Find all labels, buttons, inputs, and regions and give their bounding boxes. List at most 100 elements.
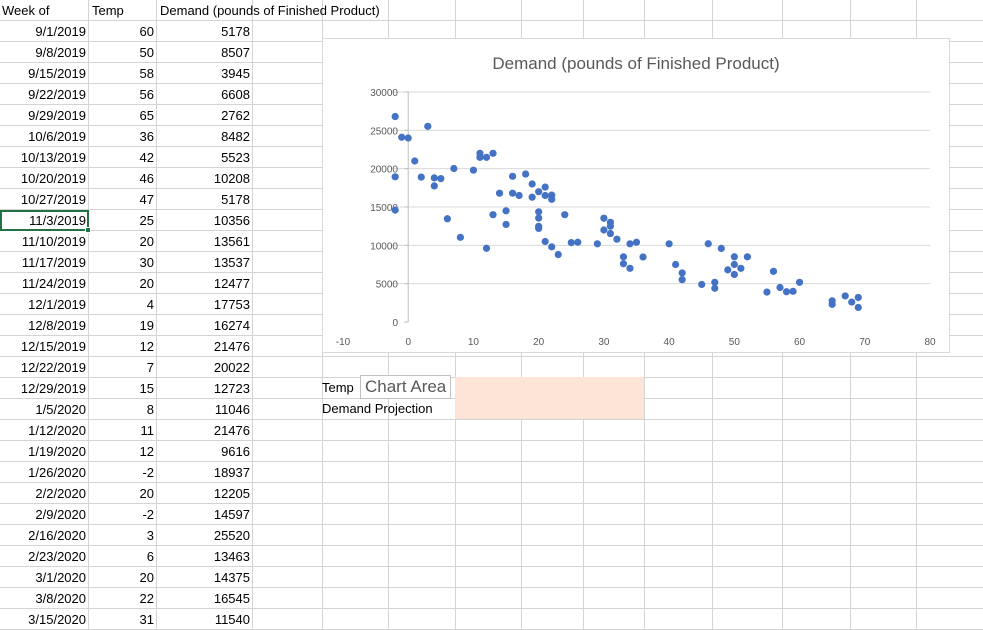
cell-demand[interactable]: 5178 <box>221 24 250 39</box>
fill-handle[interactable] <box>85 227 91 233</box>
cell-demand[interactable]: 3945 <box>221 66 250 81</box>
temp-input-cell[interactable] <box>455 377 644 398</box>
cell-demand[interactable]: 11540 <box>214 612 250 627</box>
cell-temp[interactable]: 20 <box>139 276 154 291</box>
cell-demand[interactable]: 8482 <box>221 129 250 144</box>
cell-demand[interactable]: 25520 <box>213 528 250 543</box>
cell-temp[interactable]: 12 <box>139 444 154 459</box>
cell-temp[interactable]: 31 <box>139 612 154 627</box>
cell-demand[interactable]: 21476 <box>213 339 250 354</box>
cell-temp[interactable]: 22 <box>139 591 154 606</box>
cell-temp[interactable]: 42 <box>139 150 154 165</box>
cell-demand[interactable]: 16274 <box>213 318 250 333</box>
cell-demand[interactable]: 13463 <box>213 549 250 564</box>
cell-week[interactable]: 10/20/2019 <box>20 171 86 186</box>
cell-week[interactable]: 3/8/2020 <box>35 591 86 606</box>
cell-demand[interactable]: 20022 <box>213 360 250 375</box>
cell-week[interactable]: 3/1/2020 <box>35 570 86 585</box>
cell-demand[interactable]: 16545 <box>213 591 250 606</box>
cell-temp[interactable]: 58 <box>139 66 154 81</box>
scatter-chart[interactable]: Demand (pounds of Finished Product) 0 5000… <box>322 38 950 353</box>
cell-week[interactable]: 11/17/2019 <box>21 255 86 270</box>
cell-week[interactable]: 9/15/2019 <box>28 66 86 81</box>
cell-week[interactable]: 11/3/2019 <box>29 213 86 228</box>
data-point <box>854 303 862 312</box>
cell-week[interactable]: 2/2/2020 <box>35 486 86 501</box>
cell-week[interactable]: 1/5/2020 <box>35 402 86 417</box>
cell-week[interactable]: 9/1/2019 <box>35 24 86 39</box>
cell-demand[interactable]: 9616 <box>221 444 250 459</box>
cell-temp[interactable]: 3 <box>146 528 154 543</box>
cell-week[interactable]: 12/15/2019 <box>20 339 86 354</box>
header-temp[interactable]: Temp <box>92 3 124 18</box>
cell-temp[interactable]: 25 <box>139 213 154 228</box>
demand-projection-cell[interactable] <box>455 398 644 419</box>
cell-week[interactable]: 1/12/2020 <box>28 423 86 438</box>
cell-week[interactable]: 3/15/2020 <box>28 612 86 627</box>
cell-temp[interactable]: -2 <box>142 465 154 480</box>
cell-temp[interactable]: 46 <box>139 171 154 186</box>
cell-week[interactable]: 1/26/2020 <box>28 465 86 480</box>
cell-temp[interactable]: 60 <box>139 24 154 39</box>
cell-temp[interactable]: 15 <box>139 381 154 396</box>
demand-projection-label[interactable]: Demand Projection <box>322 401 433 416</box>
cell-week[interactable]: 12/8/2019 <box>28 318 86 333</box>
cell-temp[interactable]: 6 <box>146 549 154 564</box>
header-demand[interactable]: Demand (pounds of Finished Product) <box>160 3 380 18</box>
cell-demand[interactable]: 13537 <box>213 255 250 270</box>
cell-temp[interactable]: 7 <box>146 360 154 375</box>
cell-temp[interactable]: 20 <box>139 234 154 249</box>
cell-demand[interactable]: 10356 <box>213 213 250 228</box>
cell-demand[interactable]: 21476 <box>213 423 250 438</box>
cell-week[interactable]: 10/6/2019 <box>28 129 86 144</box>
cell-demand[interactable]: 17753 <box>213 297 250 312</box>
cell-temp[interactable]: 20 <box>139 570 154 585</box>
cell-temp[interactable]: 11 <box>140 423 155 438</box>
cell-demand[interactable]: 18937 <box>213 465 250 480</box>
cell-temp[interactable]: 50 <box>139 45 154 60</box>
cell-demand[interactable]: 5523 <box>221 150 250 165</box>
header-week-of[interactable]: Week of <box>2 3 50 18</box>
cell-week[interactable]: 10/27/2019 <box>20 192 86 207</box>
row-gridline <box>0 419 983 420</box>
cell-temp[interactable]: 30 <box>139 255 154 270</box>
cell-temp[interactable]: -2 <box>142 507 154 522</box>
cell-temp[interactable]: 4 <box>146 297 154 312</box>
cell-demand[interactable]: 10208 <box>213 171 250 186</box>
cell-temp[interactable]: 36 <box>139 129 154 144</box>
cell-demand[interactable]: 2762 <box>221 108 250 123</box>
cell-week[interactable]: 9/8/2019 <box>35 45 86 60</box>
cell-demand[interactable]: 8507 <box>221 45 250 60</box>
cell-temp[interactable]: 65 <box>139 108 154 123</box>
cell-week[interactable]: 10/13/2019 <box>20 150 86 165</box>
cell-week[interactable]: 11/10/2019 <box>21 234 86 249</box>
temp-label[interactable]: Temp <box>322 380 354 395</box>
cell-temp[interactable]: 19 <box>139 318 154 333</box>
cell-temp[interactable]: 12 <box>139 339 154 354</box>
cell-demand[interactable]: 6608 <box>221 87 250 102</box>
cell-temp[interactable]: 20 <box>139 486 154 501</box>
cell-demand[interactable]: 12477 <box>213 276 250 291</box>
cell-week[interactable]: 12/29/2019 <box>20 381 86 396</box>
selected-cell[interactable] <box>0 210 89 231</box>
cell-temp[interactable]: 47 <box>139 192 154 207</box>
cell-week[interactable]: 11/24/2019 <box>21 276 86 291</box>
cell-week[interactable]: 12/1/2019 <box>28 297 86 312</box>
cell-week[interactable]: 2/23/2020 <box>28 549 86 564</box>
cell-week[interactable]: 9/22/2019 <box>28 87 86 102</box>
cell-week[interactable]: 2/16/2020 <box>28 528 86 543</box>
cell-week[interactable]: 9/29/2019 <box>28 108 86 123</box>
cell-demand[interactable]: 12205 <box>213 486 250 501</box>
cell-demand[interactable]: 12723 <box>213 381 250 396</box>
cell-week[interactable]: 2/9/2020 <box>35 507 86 522</box>
cell-demand[interactable]: 13561 <box>213 234 250 249</box>
cell-demand[interactable]: 11046 <box>214 402 250 417</box>
cell-demand[interactable]: 14375 <box>213 570 250 585</box>
cell-demand[interactable]: 14597 <box>213 507 250 522</box>
cell-temp[interactable]: 56 <box>139 87 154 102</box>
cell-demand[interactable]: 5178 <box>221 192 250 207</box>
cell-week[interactable]: 12/22/2019 <box>20 360 86 375</box>
cell-week[interactable]: 1/19/2020 <box>28 444 86 459</box>
cell-temp[interactable]: 8 <box>146 402 154 417</box>
